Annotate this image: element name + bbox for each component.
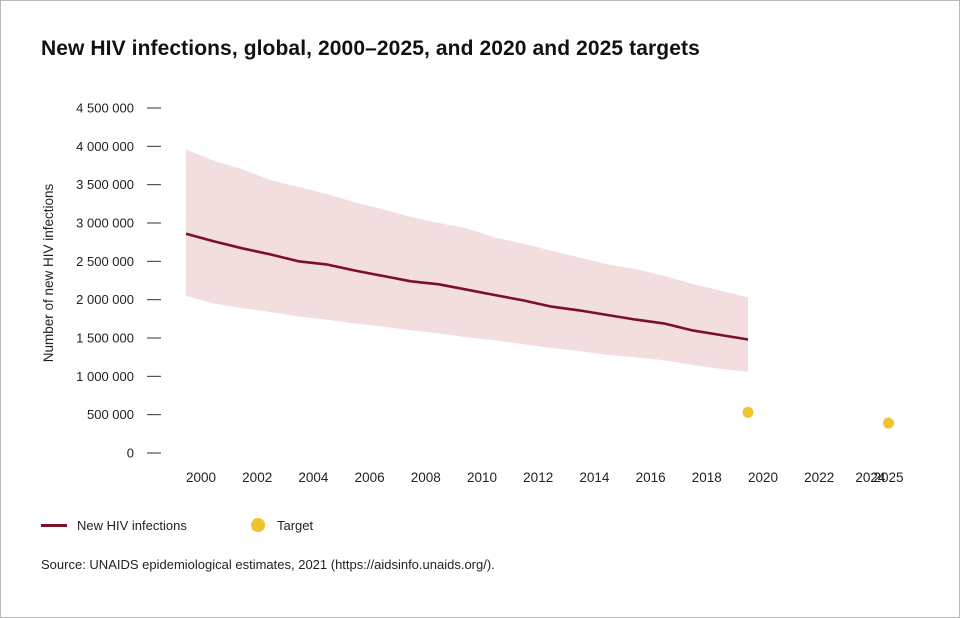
uncertainty-band-layer	[186, 149, 748, 372]
y-tick-label: 1 500 000	[76, 331, 134, 346]
y-tick-label: 3 000 000	[76, 216, 134, 231]
x-tick-label: 2022	[804, 470, 834, 485]
y-tick-label: 2 000 000	[76, 292, 134, 307]
legend-item-target: Target	[251, 514, 313, 536]
source-note: Source: UNAIDS epidemiological estimates…	[41, 557, 495, 572]
legend-line-swatch	[41, 523, 67, 527]
x-tick-label: 2010	[467, 470, 497, 485]
x-tick-label: 2006	[355, 470, 385, 485]
uncertainty-band	[186, 149, 748, 372]
y-axis-label: Number of new HIV infections	[41, 183, 56, 362]
target-points-layer	[742, 406, 894, 429]
x-tick-label: 2024	[855, 470, 886, 485]
x-axis: 2000 2002 2004 2006 2008 2010 2012 2014 2016 2018…	[186, 470, 904, 485]
y-tick-label: 4 000 000	[76, 139, 134, 154]
legend-item-new-hiv-infections: New HIV infections	[41, 514, 187, 536]
x-tick-label: 2002	[242, 470, 272, 485]
y-tick-label: 1 000 000	[76, 369, 134, 384]
x-tick-label: 2025	[873, 470, 903, 485]
y-tick-label: 500 000	[87, 407, 134, 422]
y-tick-label: 0	[127, 446, 134, 461]
chart-title: New HIV infections, global, 2000–2025, a…	[41, 37, 700, 60]
y-axis: 0 500 000 1 000 000 1 500 000 2 000 000 2 500…	[76, 101, 161, 461]
x-tick-label: 2014	[579, 470, 610, 485]
x-tick-label: 2008	[411, 470, 441, 485]
target-point	[742, 406, 754, 418]
x-tick-label: 2020	[748, 470, 778, 485]
x-tick-label: 2012	[523, 470, 553, 485]
x-tick-label: 2004	[298, 470, 329, 485]
y-tick-label: 3 500 000	[76, 177, 134, 192]
series-line-layer	[185, 232, 749, 341]
y-tick-label: 4 500 000	[76, 101, 134, 116]
legend-dot-swatch	[251, 518, 265, 532]
x-tick-label: 2000	[186, 470, 216, 485]
x-tick-label: 2018	[692, 470, 722, 485]
target-point	[883, 417, 894, 429]
legend-label-new-hiv-infections: New HIV infections	[77, 517, 187, 533]
y-tick-label: 2 500 000	[76, 254, 134, 269]
legend: New HIV infections Target	[41, 514, 641, 538]
legend-label-target: Target	[277, 517, 314, 533]
x-tick-label: 2016	[636, 470, 666, 485]
